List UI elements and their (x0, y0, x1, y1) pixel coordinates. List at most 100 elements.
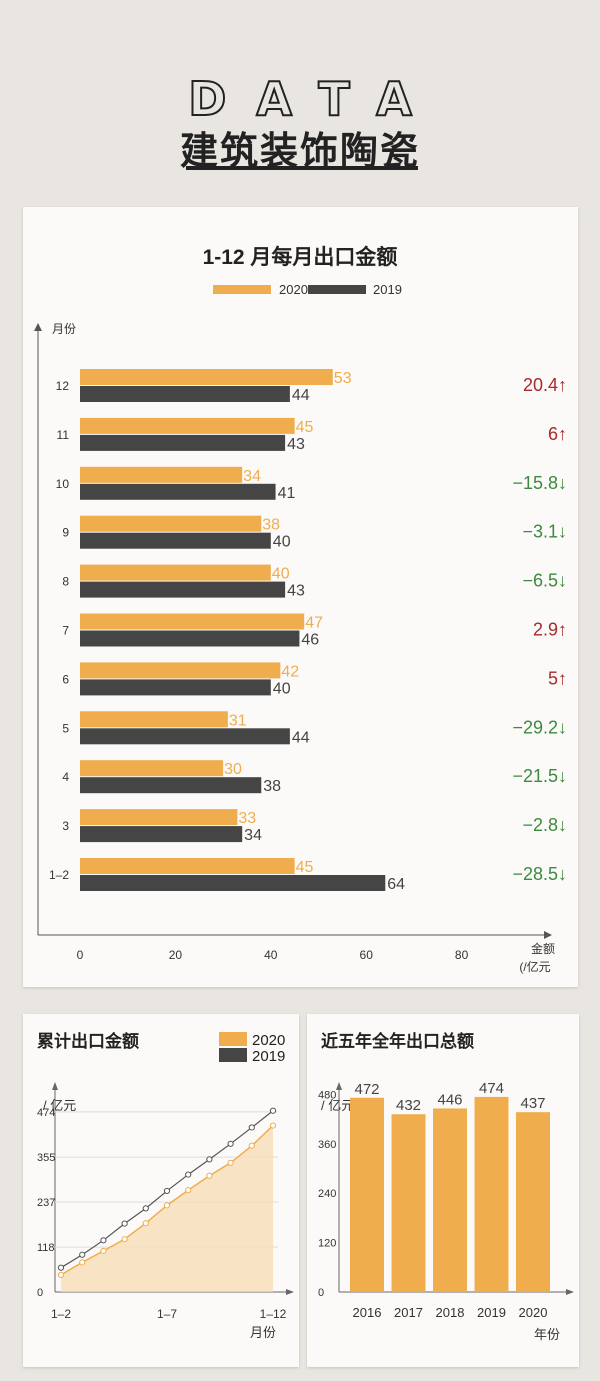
data-label-2020: 40 (272, 566, 290, 583)
point-2019 (142, 1205, 149, 1212)
legend-swatch-2019 (219, 1048, 247, 1062)
data-label: 432 (396, 1097, 421, 1114)
y-tick-label: 360 (318, 1139, 336, 1151)
change-label: 2.9↑ (533, 620, 567, 640)
y-axis-arrow (336, 1082, 342, 1090)
legend-label-2020: 2020 (252, 1032, 285, 1049)
point-2019 (121, 1220, 128, 1227)
x-axis-label: 月份 (250, 1325, 276, 1340)
bar (391, 1114, 426, 1292)
x-tick-label: 1–7 (157, 1307, 177, 1321)
y-tick-label: 474 (37, 1107, 55, 1119)
bar-2019 (80, 777, 262, 794)
cumulative-export-card: 累计出口金额 2020 2019 / 亿元 0 118 237 355 474 1–2 1–7 1–1… (23, 1014, 299, 1367)
point-2019 (248, 1124, 255, 1131)
point-2020 (79, 1259, 86, 1266)
x-tick-label: 2018 (436, 1305, 465, 1320)
change-label: −6.5↓ (522, 571, 567, 591)
data-label-2020: 33 (238, 810, 256, 827)
data-word-title: DATA (187, 71, 442, 127)
data-label-2019: 41 (278, 485, 296, 502)
data-label-2019: 40 (273, 680, 291, 697)
point-2020 (206, 1172, 213, 1179)
y-tick-label: 0 (318, 1287, 324, 1299)
point-2019 (100, 1237, 107, 1244)
change-label: 20.4↑ (523, 375, 567, 395)
data-label-2019: 46 (301, 632, 319, 649)
y-tick-label: 8 (62, 575, 69, 589)
point-2019 (57, 1264, 65, 1271)
bar-2019 (80, 630, 300, 647)
data-label: 437 (520, 1095, 545, 1112)
point-2020 (121, 1236, 128, 1243)
y-axis-arrow (52, 1082, 58, 1090)
data-label-2019: 64 (387, 876, 405, 893)
bar-2020 (80, 515, 262, 532)
change-label: 6↑ (548, 424, 567, 444)
bar-2019 (80, 581, 286, 598)
bar-2019 (80, 483, 276, 500)
x-tick-label: 2017 (394, 1305, 423, 1320)
data-label-2019: 34 (244, 827, 262, 844)
page-header: DATA 建筑装饰陶瓷 (0, 0, 600, 200)
bar-2020 (80, 613, 305, 630)
x-axis-arrow (544, 931, 552, 939)
bar-2019 (80, 386, 290, 402)
point-2020 (142, 1220, 149, 1227)
x-axis-label: 年份 (534, 1327, 560, 1342)
data-label-2020: 47 (305, 615, 323, 632)
y-tick-label: 12 (56, 379, 70, 393)
bar-2020 (80, 662, 281, 679)
bar-2020 (80, 711, 228, 728)
point-2020 (100, 1247, 107, 1255)
y-axis-label: 月份 (52, 322, 76, 336)
area-2020 (61, 1125, 273, 1292)
change-label: −15.8↓ (512, 473, 567, 493)
legend-label-2019: 2019 (373, 282, 402, 297)
x-tick-label: 40 (264, 948, 278, 962)
bar (350, 1097, 384, 1292)
bar-2019 (80, 434, 286, 451)
x-axis-label: 金额 (531, 941, 555, 956)
point-2020 (248, 1142, 255, 1149)
y-tick-label: 0 (37, 1287, 43, 1299)
point-2020 (227, 1159, 234, 1166)
y-axis-unit: / 亿元 (43, 1098, 76, 1113)
data-label-2019: 44 (292, 729, 310, 746)
x-tick-label: 80 (455, 948, 469, 962)
x-axis-arrow (286, 1289, 294, 1295)
data-label-2019: 40 (273, 534, 291, 551)
bar-2020 (80, 564, 271, 581)
point-2020 (57, 1271, 65, 1278)
x-tick-label: 2016 (353, 1305, 382, 1320)
change-label: −28.5↓ (512, 864, 567, 884)
y-tick-label: 6 (62, 672, 69, 686)
chart-title: 近五年全年出口总额 (321, 1031, 474, 1051)
data-label-2020: 38 (262, 517, 280, 534)
data-label: 446 (437, 1091, 462, 1108)
y-tick-label: 118 (37, 1242, 55, 1254)
chart-title: 1-12 月每月出口金额 (203, 245, 398, 269)
y-tick-label: 7 (62, 624, 69, 638)
legend-label-2019: 2019 (252, 1048, 285, 1065)
bar-2019 (80, 532, 271, 549)
data-label-2020: 42 (281, 663, 299, 680)
y-tick-label: 9 (62, 526, 69, 540)
data-label-2020: 45 (296, 419, 314, 436)
x-axis-arrow (566, 1289, 574, 1295)
y-tick-label: 10 (56, 477, 70, 491)
annual-export-card: 近五年全年出口总额 / 亿元 0 120 240 360 480 472 2016 432 2017… (307, 1014, 579, 1367)
change-label: −3.1↓ (522, 522, 567, 542)
bar-2019 (80, 728, 290, 745)
change-label: −2.8↓ (522, 815, 567, 835)
page-title: 建筑装饰陶瓷 (179, 129, 420, 173)
bar-2019 (80, 679, 271, 696)
x-tick-label: 1–12 (260, 1307, 287, 1321)
y-tick-label: 5 (62, 721, 69, 735)
point-2019 (206, 1156, 213, 1163)
x-tick-label: 60 (360, 948, 374, 962)
y-axis-arrow (34, 323, 42, 331)
data-label-2019: 44 (292, 387, 310, 404)
bar-2020 (80, 760, 224, 777)
